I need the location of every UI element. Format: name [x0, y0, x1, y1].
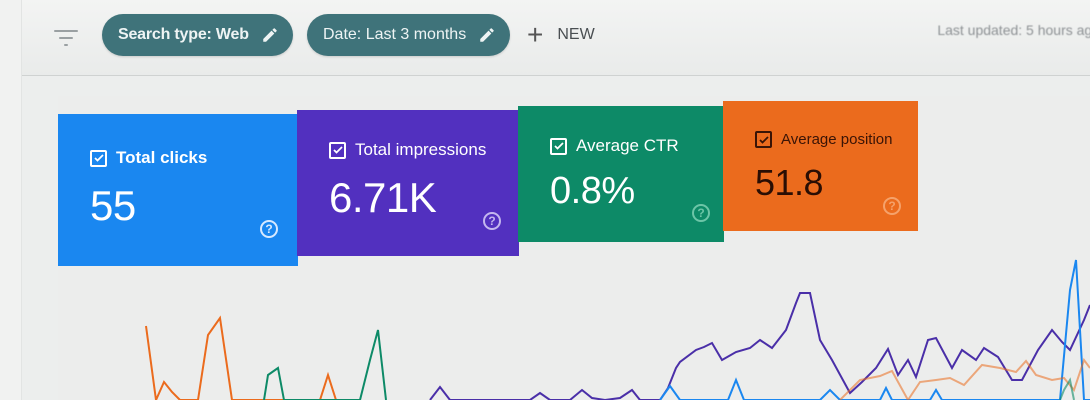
position-series-line	[145, 315, 337, 400]
metric-value: 0.8%	[550, 170, 635, 212]
checkbox-checked-icon[interactable]	[755, 131, 772, 148]
new-button-label: NEW	[557, 26, 595, 43]
impressions-series-line	[429, 292, 1090, 400]
last-updated-text: Last updated: 5 hours ago	[937, 22, 1090, 38]
metric-card-total-impressions[interactable]: Total impressions 6.71K ?	[297, 110, 519, 256]
help-icon[interactable]: ?	[883, 197, 901, 215]
help-icon[interactable]: ?	[260, 220, 278, 238]
metric-value: 51.8	[755, 162, 824, 203]
left-navigation-rail	[0, 0, 22, 400]
metric-label: Total impressions	[355, 140, 487, 159]
help-icon[interactable]: ?	[692, 204, 710, 222]
metric-card-average-ctr[interactable]: Average CTR 0.8% ?	[518, 106, 724, 242]
plus-icon: +	[527, 19, 544, 50]
metric-value: 55	[90, 182, 136, 229]
filter-list-icon[interactable]	[54, 28, 80, 48]
ctr-series-line	[263, 329, 387, 400]
metric-label: Average CTR	[576, 136, 679, 155]
clicks-series-line	[659, 259, 1090, 400]
metric-label: Total clicks	[116, 148, 208, 167]
filter-toolbar: Search type: Web Date: Last 3 months + N…	[22, 0, 1090, 76]
metric-card-total-clicks[interactable]: Total clicks 55 ?	[58, 114, 298, 266]
performance-line-chart[interactable]	[60, 250, 1090, 400]
date-range-filter-chip[interactable]: Date: Last 3 months	[307, 14, 511, 56]
pencil-icon[interactable]	[261, 26, 279, 44]
pencil-icon[interactable]	[478, 26, 496, 44]
checkbox-checked-icon[interactable]	[90, 149, 107, 167]
search-type-filter-chip[interactable]: Search type: Web	[102, 14, 293, 56]
checkbox-checked-icon[interactable]	[550, 137, 567, 155]
metric-card-average-position[interactable]: Average position 51.8 ?	[723, 101, 918, 231]
search-type-chip-label: Search type: Web	[118, 26, 249, 43]
help-icon[interactable]: ?	[483, 212, 501, 230]
metric-label: Average position	[781, 131, 893, 148]
date-chip-label: Date: Last 3 months	[323, 26, 467, 43]
checkbox-checked-icon[interactable]	[329, 141, 346, 159]
new-filter-button[interactable]: + NEW	[527, 20, 595, 50]
metric-value: 6.71K	[329, 174, 437, 221]
